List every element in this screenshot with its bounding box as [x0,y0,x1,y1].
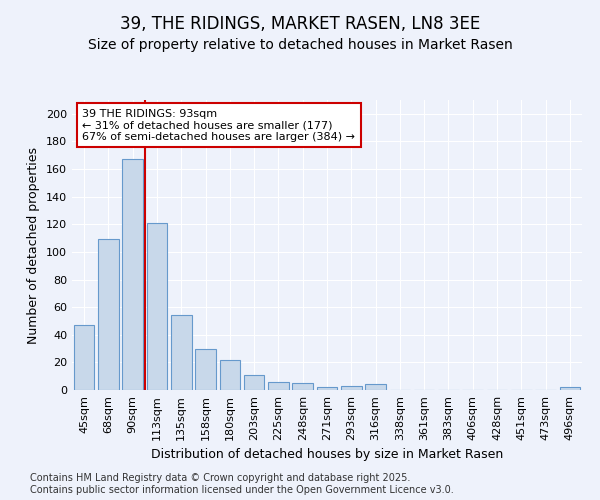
Bar [244,375,265,390]
Bar [122,160,143,390]
Bar [365,384,386,390]
Bar [195,348,216,390]
Bar [341,386,362,390]
Bar [98,240,119,390]
Bar [317,387,337,390]
Text: 39, THE RIDINGS, MARKET RASEN, LN8 3EE: 39, THE RIDINGS, MARKET RASEN, LN8 3EE [120,15,480,33]
Bar [146,223,167,390]
Text: Size of property relative to detached houses in Market Rasen: Size of property relative to detached ho… [88,38,512,52]
Bar [171,316,191,390]
Text: Contains HM Land Registry data © Crown copyright and database right 2025.
Contai: Contains HM Land Registry data © Crown c… [30,474,454,495]
X-axis label: Distribution of detached houses by size in Market Rasen: Distribution of detached houses by size … [151,448,503,462]
Bar [220,360,240,390]
Text: 39 THE RIDINGS: 93sqm
← 31% of detached houses are smaller (177)
67% of semi-det: 39 THE RIDINGS: 93sqm ← 31% of detached … [82,108,355,142]
Bar [560,387,580,390]
Bar [268,382,289,390]
Y-axis label: Number of detached properties: Number of detached properties [28,146,40,344]
Bar [292,383,313,390]
Bar [74,325,94,390]
